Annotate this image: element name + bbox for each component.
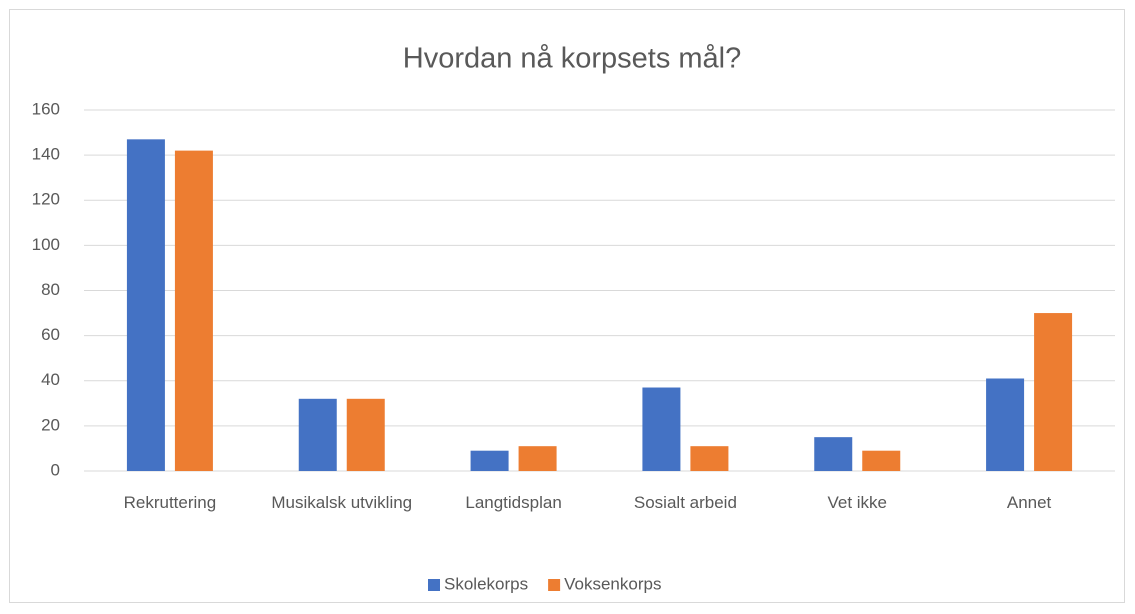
y-tick-label: 120 bbox=[32, 190, 60, 209]
bar bbox=[518, 446, 557, 471]
bar bbox=[1034, 313, 1073, 471]
legend-label: Voksenkorps bbox=[564, 574, 661, 593]
bar bbox=[862, 450, 901, 471]
bar bbox=[174, 150, 213, 472]
x-tick-label: Rekruttering bbox=[123, 493, 217, 512]
x-tick-label: Vet ikke bbox=[827, 493, 888, 512]
x-tick-label: Sosialt arbeid bbox=[633, 493, 737, 512]
bar bbox=[690, 446, 729, 471]
x-tick-label: Langtidsplan bbox=[465, 493, 562, 512]
bar bbox=[346, 398, 385, 471]
y-tick-label: 0 bbox=[51, 460, 60, 479]
y-tick-label: 160 bbox=[32, 99, 60, 118]
y-tick-label: 140 bbox=[32, 145, 60, 164]
legend-swatch bbox=[548, 579, 561, 591]
chart-frame bbox=[9, 9, 1125, 603]
chart-title: Hvordan nå korpsets mål? bbox=[403, 43, 742, 75]
y-tick-label: 20 bbox=[41, 415, 60, 434]
legend-label: Skolekorps bbox=[444, 574, 528, 593]
bar bbox=[814, 437, 853, 471]
legend-swatch bbox=[428, 579, 440, 591]
y-tick-label: 40 bbox=[41, 370, 60, 389]
bar bbox=[470, 450, 509, 471]
y-tick-label: 100 bbox=[32, 235, 60, 254]
x-tick-label: Musikalsk utvikling bbox=[271, 493, 413, 512]
bar bbox=[986, 378, 1025, 471]
y-tick-label: 60 bbox=[41, 325, 60, 344]
x-tick-label: Annet bbox=[1006, 493, 1052, 512]
bar bbox=[126, 139, 165, 472]
bar bbox=[298, 398, 337, 471]
bar bbox=[642, 387, 681, 471]
y-tick-label: 80 bbox=[41, 280, 60, 299]
